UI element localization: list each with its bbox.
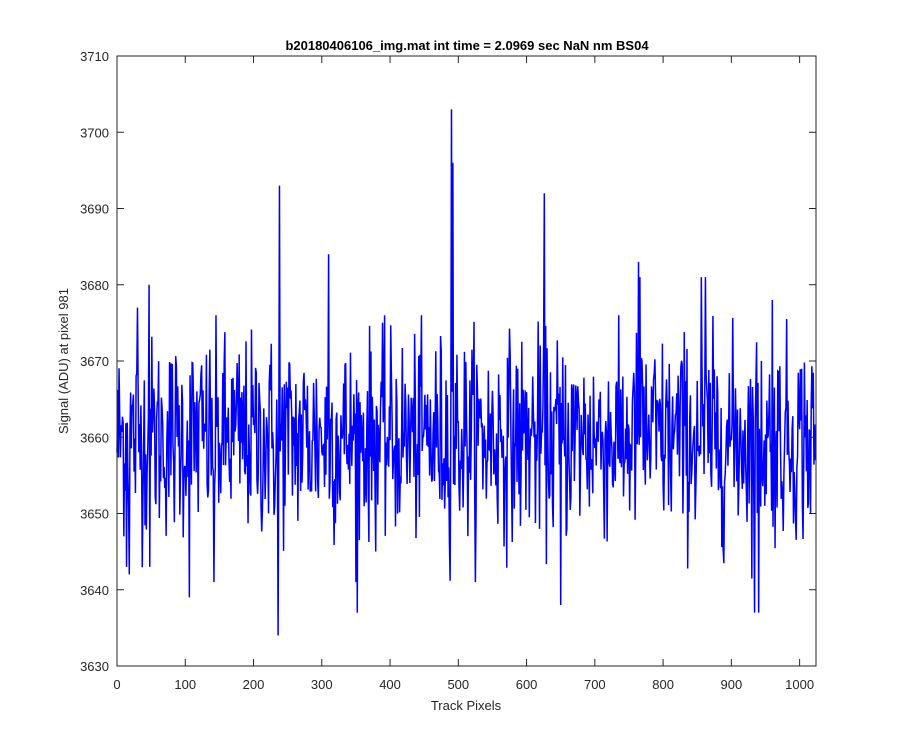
y-tick-label: 3700 [80,125,109,140]
y-axis-ticks: 3630 3640 3650 3660 3670 3680 3690 3700 3710 [80,49,816,674]
x-tick-label: 200 [243,677,265,692]
y-tick-label: 3660 [80,430,109,445]
x-tick-label: 1000 [785,677,814,692]
y-tick-label: 3650 [80,507,109,522]
y-tick-label: 3670 [80,354,109,369]
axes-background [117,56,816,666]
x-axis-label: Track Pixels [431,698,502,713]
y-tick-label: 3640 [80,583,109,598]
x-axis-ticks: 0 100 200 300 400 500 600 700 800 900 1000 [113,56,814,692]
x-tick-label: 500 [447,677,469,692]
x-tick-label: 300 [311,677,333,692]
x-tick-label: 400 [379,677,401,692]
x-tick-label: 100 [174,677,196,692]
plot-area: 0 100 200 300 400 500 600 700 800 900 1000 3630 364… [80,49,817,692]
x-tick-label: 800 [652,677,674,692]
series-layer [116,109,817,636]
x-tick-label: 700 [584,677,606,692]
y-tick-label: 3710 [80,49,109,64]
x-tick-label: 600 [516,677,538,692]
chart-title: b20180406106_img.mat int time = 2.0969 s… [285,38,649,53]
y-tick-label: 3630 [80,659,109,674]
y-axis-label: Signal (ADU) at pixel 981 [56,288,71,434]
series-line [116,109,817,636]
x-tick-label: 900 [721,677,743,692]
y-tick-label: 3690 [80,202,109,217]
x-tick-label: 0 [113,677,120,692]
y-tick-label: 3680 [80,278,109,293]
